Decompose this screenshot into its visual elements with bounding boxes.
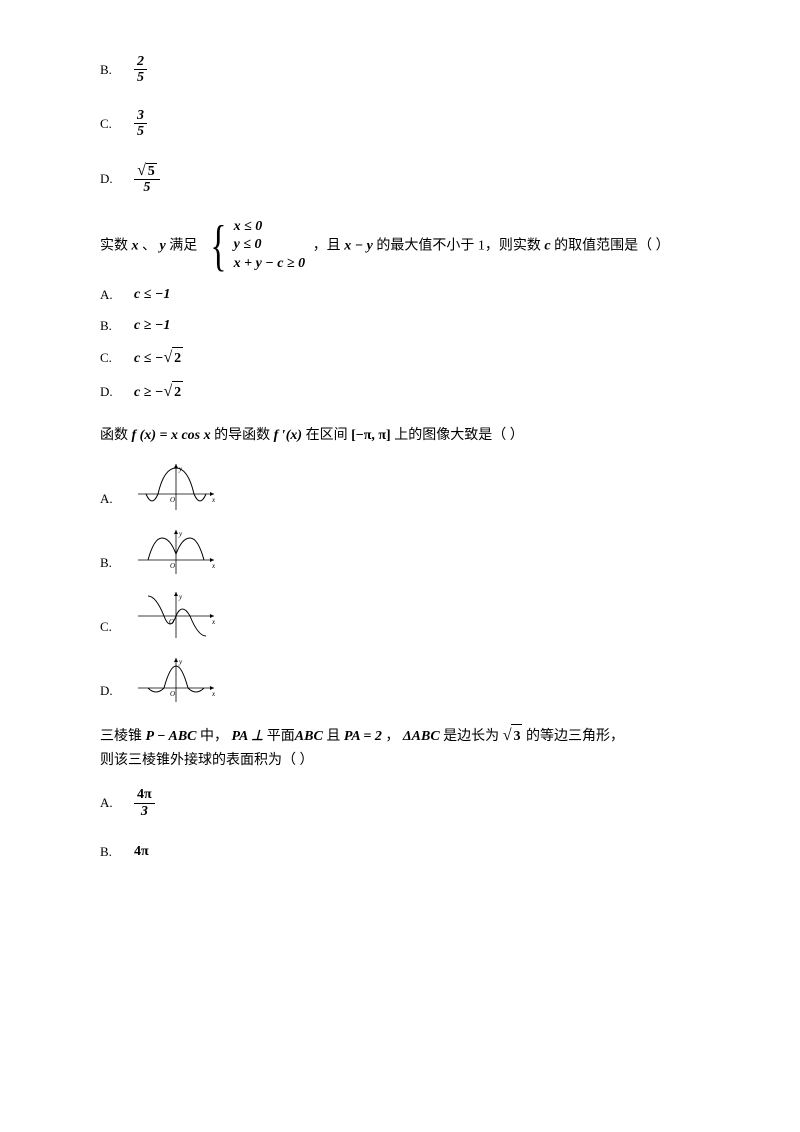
svg-text:x: x (211, 690, 216, 698)
option-label: D. (100, 681, 118, 701)
question-derivative-graph: 函数 f (x) = x cos x 的导函数 f ′(x) 在区间 [−π, … (100, 422, 700, 450)
prev-option-d[interactable]: D. √5 5 (100, 162, 700, 196)
prev-option-c[interactable]: C. 3 5 (100, 108, 700, 140)
svg-text:y: y (178, 593, 183, 601)
q3-option-a[interactable]: A. y x O (100, 460, 700, 512)
option-label: B. (100, 316, 118, 336)
q3-option-b[interactable]: B. y x O (100, 524, 700, 576)
fraction: 3 5 (134, 108, 147, 140)
q2-option-b[interactable]: B. c ≥ −1 (100, 315, 700, 336)
fraction: 2 5 (134, 54, 147, 86)
fraction: 4π 3 (134, 787, 155, 819)
var-y: y (160, 238, 166, 253)
question-sphere: 三棱锥 P − ABC 中， PA ⊥ 平面ABC 且 PA = 2 ， ΔAB… (100, 722, 700, 773)
graph-thumbnail-c: y x O (134, 588, 220, 640)
q3-option-c[interactable]: C. y x O (100, 588, 700, 640)
fraction: √5 5 (134, 162, 160, 196)
left-brace-icon: { (210, 218, 226, 274)
var-c: c (544, 238, 550, 253)
option-label: C. (100, 348, 118, 368)
option-label: B. (100, 842, 118, 862)
svg-text:x: x (211, 618, 216, 626)
option-label: C. (100, 617, 118, 637)
option-label: D. (100, 169, 118, 189)
prev-option-b[interactable]: B. 2 5 (100, 54, 700, 86)
q4-option-b[interactable]: B. 4π (100, 841, 700, 862)
svg-text:y: y (178, 530, 183, 538)
svg-text:x: x (211, 562, 216, 570)
graph-thumbnail-d: y x O (134, 652, 220, 704)
svg-text:x: x (211, 496, 216, 504)
option-label: A. (100, 285, 118, 305)
constraint-system: { x ≤ 0 y ≤ 0 x + y − c ≥ 0 (205, 218, 305, 275)
q2-option-c[interactable]: C. c ≤ −√2 (100, 346, 700, 370)
graph-thumbnail-a: y x O (134, 460, 220, 512)
q2-option-d[interactable]: D. c ≥ −√2 (100, 380, 700, 404)
graph-thumbnail-b: y x O (134, 524, 220, 576)
option-label: D. (100, 382, 118, 402)
svg-text:O: O (170, 562, 175, 570)
option-label: A. (100, 793, 118, 813)
q2-option-a[interactable]: A. c ≤ −1 (100, 284, 700, 305)
svg-text:y: y (178, 658, 183, 666)
svg-text:O: O (170, 690, 175, 698)
q4-option-a[interactable]: A. 4π 3 (100, 787, 700, 819)
q3-option-d[interactable]: D. y x O (100, 652, 700, 704)
option-label: B. (100, 553, 118, 573)
question-constraints: 实数 x 、 y 满足 { x ≤ 0 y ≤ 0 x + y − c ≥ 0 … (100, 218, 700, 275)
option-label: B. (100, 60, 118, 80)
option-label: A. (100, 489, 118, 509)
var-x: x (132, 238, 139, 253)
option-label: C. (100, 114, 118, 134)
svg-text:O: O (170, 496, 175, 504)
